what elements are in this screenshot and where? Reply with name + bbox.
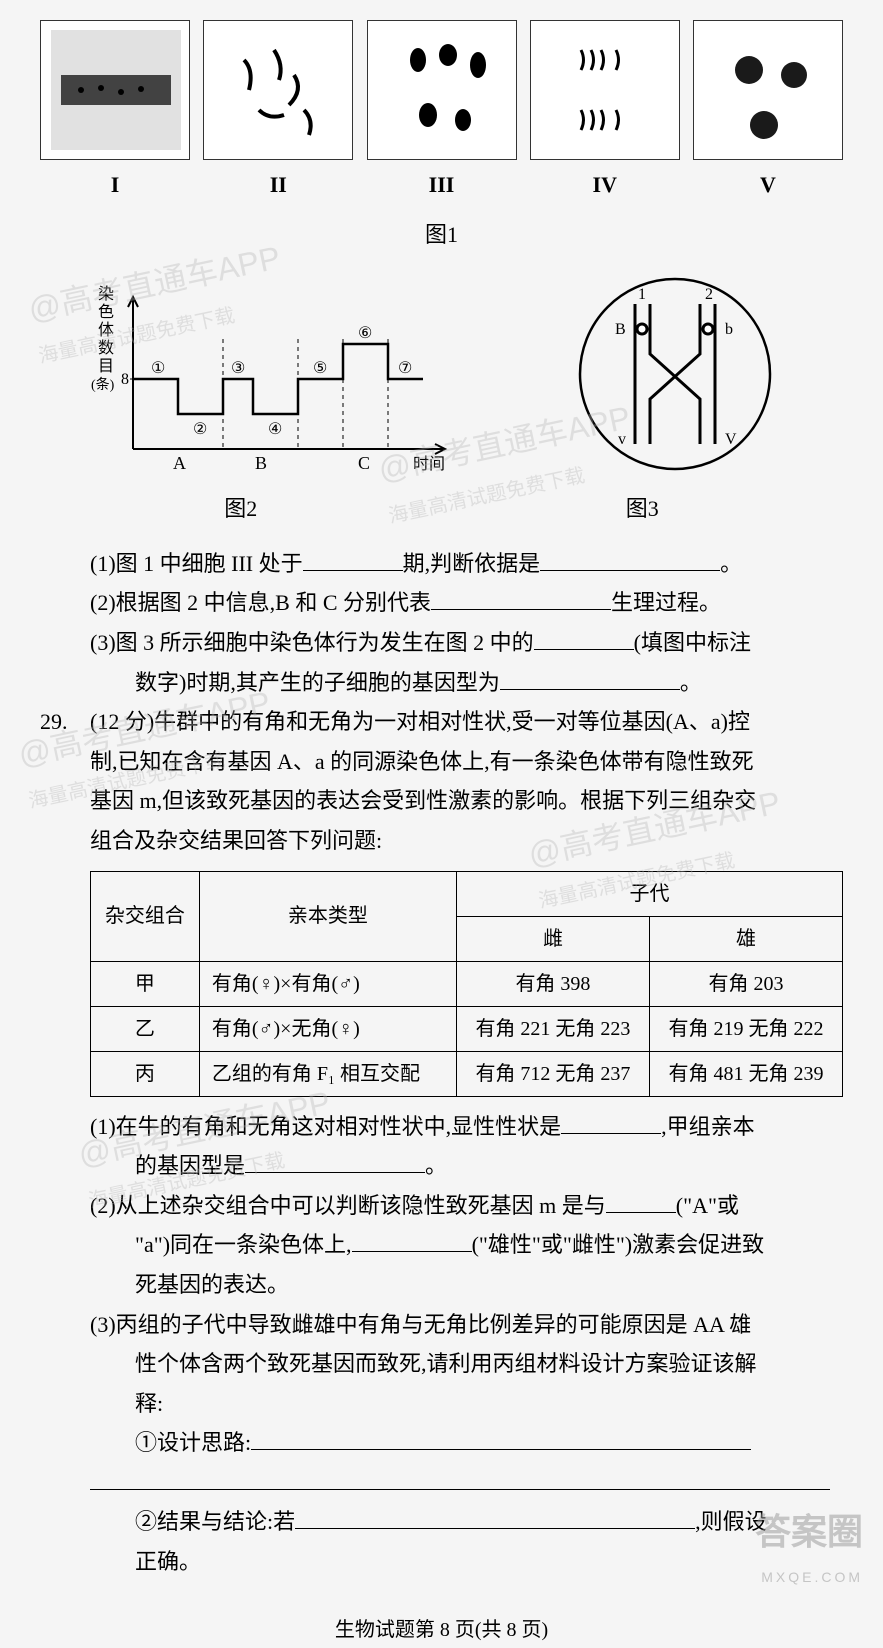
svg-text:C: C xyxy=(358,453,370,473)
page-footer: 生物试题第 8 页(共 8 页) xyxy=(40,1612,843,1648)
figure2-caption: 图2 xyxy=(224,489,257,529)
q28-sub3: (3)图 3 所示细胞中染色体行为发生在图 2 中的(填图中标注 xyxy=(90,623,843,663)
svg-text:b: b xyxy=(725,321,733,338)
figure2-chart: 染 色 体 数 目 (条) 8 ① ② ③ ④ ⑤ ⑥ ⑦ A B C 时间 xyxy=(83,269,463,479)
micrograph-row xyxy=(40,20,843,160)
svg-text:色: 色 xyxy=(98,303,114,321)
figure1-caption: 图1 xyxy=(40,215,843,255)
col-male: 雄 xyxy=(649,916,842,961)
svg-text:⑥: ⑥ xyxy=(358,325,372,342)
q28-sub2: (2)根据图 2 中信息,B 和 C 分别代表生理过程。 xyxy=(90,583,843,623)
micro-label-5: V xyxy=(693,165,843,205)
svg-text:⑤: ⑤ xyxy=(313,360,327,377)
micro-label-3: III xyxy=(367,165,517,205)
svg-text:体: 体 xyxy=(98,321,114,339)
figure3-diagram: 1 2 B b v V xyxy=(550,269,800,479)
micrograph-labels: I II III IV V xyxy=(40,165,843,205)
table-row: 乙 有角(♂)×无角(♀) 有角 221 无角 223 有角 219 无角 22… xyxy=(91,1006,843,1051)
svg-text:①: ① xyxy=(151,360,165,377)
chart-captions: 图2 图3 xyxy=(40,489,843,529)
svg-text:2: 2 xyxy=(705,286,713,303)
q29-sub2-cont2: 死基因的表达。 xyxy=(135,1265,843,1305)
col-female: 雌 xyxy=(456,916,649,961)
col-parent: 亲本类型 xyxy=(199,871,456,961)
micro-label-1: I xyxy=(40,165,190,205)
svg-text:③: ③ xyxy=(231,360,245,377)
svg-text:B: B xyxy=(615,321,626,338)
q29-intro: (12 分)牛群中的有角和无角为一对相对性状,受一对等位基因(A、a)控 制,已… xyxy=(90,702,843,860)
q29-design: ①设计思路: xyxy=(135,1423,843,1463)
micro-label-2: II xyxy=(203,165,353,205)
svg-text:②: ② xyxy=(193,421,207,438)
q29: 29. (12 分)牛群中的有角和无角为一对相对性状,受一对等位基因(A、a)控… xyxy=(40,702,843,1582)
figure3-caption: 图3 xyxy=(626,489,659,529)
q29-sub2-cont: "a")同在一条染色体上,("雄性"或"雌性")激素会促进致 xyxy=(135,1225,843,1265)
charts-row: 染 色 体 数 目 (条) 8 ① ② ③ ④ ⑤ ⑥ ⑦ A B C 时间 xyxy=(40,269,843,479)
corner-logo: 答案圈 MXQE.COM xyxy=(755,1500,863,1590)
y-axis-label: 染 xyxy=(98,285,114,303)
cross-table: 杂交组合 亲本类型 子代 雌 雄 甲 有角(♀)×有角(♂) 有角 398 有角… xyxy=(90,871,843,1097)
svg-text:目: 目 xyxy=(98,358,114,375)
svg-text:v: v xyxy=(618,431,626,448)
micrograph-4 xyxy=(530,20,680,160)
q29-sub2: (2)从上述杂交组合中可以判断该隐性致死基因 m 是与("A"或 xyxy=(90,1186,843,1226)
svg-text:④: ④ xyxy=(268,421,282,438)
q29-result: ②结果与结论:若,则假设 xyxy=(135,1502,843,1542)
svg-text:A: A xyxy=(173,453,186,473)
micro-label-4: IV xyxy=(530,165,680,205)
micrograph-2 xyxy=(203,20,353,160)
q28-sub3-cont: 数字)时期,其产生的子细胞的基因型为。 xyxy=(135,663,843,703)
svg-text:时间: 时间 xyxy=(413,455,445,473)
micrograph-3 xyxy=(367,20,517,160)
q28-sub1: (1)图 1 中细胞 III 处于期,判断依据是。 xyxy=(90,544,843,584)
q29-number: 29. xyxy=(40,702,90,1582)
q29-sub1: (1)在牛的有角和无角这对相对性状中,显性性状是,甲组亲本 xyxy=(90,1107,843,1147)
col-offspring: 子代 xyxy=(456,871,842,916)
svg-text:V: V xyxy=(725,431,737,448)
q29-design-blank2 xyxy=(90,1463,843,1503)
svg-text:1: 1 xyxy=(638,286,646,303)
col-group: 杂交组合 xyxy=(91,871,200,961)
q29-sub3: (3)丙组的子代中导致雌雄中有角与无角比例差异的可能原因是 AA 雄 xyxy=(90,1305,843,1345)
y-tick-8: 8 xyxy=(121,371,129,388)
q29-sub1-cont: 的基因型是。 xyxy=(135,1146,843,1186)
table-row: 甲 有角(♀)×有角(♂) 有角 398 有角 203 xyxy=(91,961,843,1006)
svg-text:⑦: ⑦ xyxy=(398,360,412,377)
table-row: 丙 乙组的有角 F₁ 相互交配 有角 712 无角 237 有角 481 无角 … xyxy=(91,1051,843,1096)
svg-text:(条): (条) xyxy=(91,376,115,393)
micrograph-1 xyxy=(40,20,190,160)
micrograph-5 xyxy=(693,20,843,160)
svg-text:B: B xyxy=(255,453,267,473)
svg-text:数: 数 xyxy=(98,339,114,357)
